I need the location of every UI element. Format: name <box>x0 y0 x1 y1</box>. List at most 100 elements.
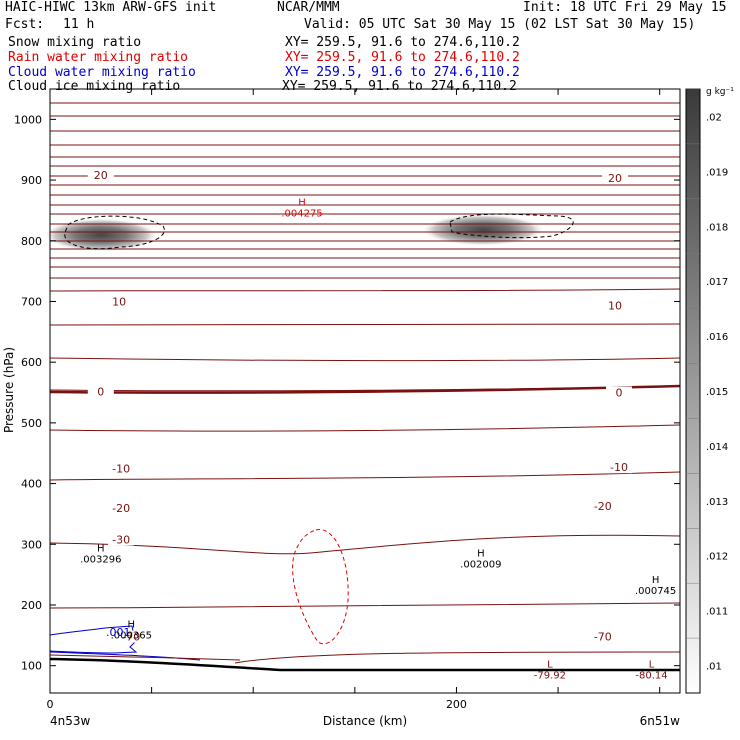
extremum-value: -79.92 <box>534 671 566 682</box>
terrain-line <box>49 657 680 672</box>
extremum-type: H <box>97 544 105 555</box>
colorbar-label: .02 <box>706 112 722 123</box>
colorbar-label: .013 <box>706 497 728 508</box>
y-tick-label: 900 <box>21 174 42 187</box>
extremum-value: .004275 <box>281 209 322 220</box>
extremum-value: .003296 <box>80 555 121 566</box>
extremum-type: L <box>547 660 553 671</box>
temperature-contour-label: -10 <box>112 462 130 475</box>
label-background <box>601 299 628 312</box>
extremum-value: -80.14 <box>635 671 667 682</box>
isotherm-line <box>49 323 681 326</box>
isotherm-line <box>49 534 681 555</box>
label-background <box>601 172 628 185</box>
temperature-contour-label: -30 <box>112 533 130 546</box>
colorbar-label: .012 <box>706 552 728 563</box>
y-tick-label: 300 <box>21 538 42 551</box>
label-background <box>606 386 633 399</box>
y-tick-label: 500 <box>21 417 42 430</box>
label-background <box>87 169 114 182</box>
temperature-contour-label: 20 <box>94 169 108 182</box>
colorbar-bar <box>685 88 701 694</box>
label-background <box>108 501 135 514</box>
isotherm-line-surface <box>49 654 241 661</box>
temperature-contour-label: 10 <box>112 295 126 308</box>
title-center: NCAR/MMM <box>277 0 340 15</box>
temperature-contour-label: 20 <box>608 172 622 185</box>
temperature-contour-label: -20 <box>112 502 130 515</box>
label-background <box>87 385 114 398</box>
extremum-value: .000745 <box>635 586 676 597</box>
fcst-value: 11 h <box>63 17 95 32</box>
x-tick-label: 200 <box>446 698 467 711</box>
temperature-contour-label: 10 <box>608 300 622 313</box>
label-background <box>106 295 133 308</box>
field-name-cloud-ice: Cloud ice mixing ratio <box>8 79 181 94</box>
ice-shade-blob-left <box>43 218 159 252</box>
colorbar-label: .016 <box>706 332 728 343</box>
x-axis: 0 200 <box>47 89 661 711</box>
snow-contour-left <box>64 215 165 250</box>
extremum-type: H <box>477 548 485 559</box>
temperature-labels: -70 -70 -30 -20 -20 -10 -10 0 0 10 10 20 20 <box>87 169 633 644</box>
isotherm-line <box>49 602 681 609</box>
temperature-contour-label: 0 <box>616 387 623 400</box>
y-tick-label: 400 <box>21 478 42 491</box>
label-background <box>606 461 633 474</box>
y-axis-title: Pressure (hPa) <box>2 347 16 433</box>
colorbar-label: .017 <box>706 277 728 288</box>
temperature-contour-label: -20 <box>594 500 612 513</box>
rain-water-contour <box>292 529 349 645</box>
x-left-label: 4n53w <box>50 714 91 728</box>
y-tick-label: 600 <box>21 356 42 369</box>
temperature-contour-label: -70 <box>122 631 140 644</box>
isotherm-line <box>234 651 681 664</box>
colorbar-label: .014 <box>706 442 728 453</box>
isotherm-line <box>49 471 681 481</box>
colorbar-label: .015 <box>706 387 728 398</box>
plot-frame <box>49 88 681 694</box>
title-left: HAIC-HIWC 13km ARW-GFS init <box>5 0 217 15</box>
extrema-labels: L-79.92L-80.14H.000365H.000745H.003296H.… <box>80 198 676 682</box>
field-xy-cloud-water: XY= 259.5, 91.6 to 274.6,110.2 <box>285 65 520 80</box>
label-background <box>108 533 135 546</box>
label-background <box>118 630 145 643</box>
colorbar-label: .011 <box>706 607 728 618</box>
extremum-type: H <box>652 575 660 586</box>
field-xy-snow: XY= 259.5, 91.6 to 274.6,110.2 <box>285 35 520 50</box>
extremum-type: H <box>128 619 136 630</box>
y-tick-label: 800 <box>21 235 42 248</box>
init-time: Init: 18 UTC Fri 29 May 15 <box>523 0 727 15</box>
field-name-rain: Rain water mixing ratio <box>8 50 189 65</box>
colorbar-label: .01 <box>706 662 722 673</box>
field-name-cloud-water: Cloud water mixing ratio <box>8 65 196 80</box>
colorbar-unit: g kg⁻¹ <box>706 87 734 97</box>
freezing-level-line <box>49 384 681 394</box>
temperature-contour-label: -70 <box>594 631 612 644</box>
isotherm-line <box>49 288 681 292</box>
colorbar-label: .018 <box>706 222 728 233</box>
extremum-value: .000365 <box>111 630 152 641</box>
mixing-ratio-contours <box>64 213 574 645</box>
temperature-contour-label: 0 <box>97 385 104 398</box>
temperature-contour-label: -10 <box>610 461 628 474</box>
x-tick-label: 0 <box>47 698 54 711</box>
colorbar: .02 .019 .018 .017 .016 .015 .014 .013 .012 .011.… <box>685 88 728 694</box>
fcst-label: Fcst: <box>5 17 45 32</box>
label-background <box>589 500 616 513</box>
field-xy-cloud-ice: XY= 259.5, 91.6 to 274.6,110.2 <box>282 79 517 94</box>
field-name-snow: Snow mixing ratio <box>8 35 142 50</box>
y-tick-label: 200 <box>21 599 42 612</box>
cloud-water-contour <box>49 625 138 654</box>
y-tick-label: 100 <box>21 660 42 673</box>
extremum-value: .002009 <box>460 559 501 570</box>
label-background <box>108 462 135 475</box>
cloud-ice-shading <box>43 214 545 252</box>
field-xy-rain: XY= 259.5, 91.6 to 274.6,110.2 <box>285 50 520 65</box>
temperature-contours <box>49 102 681 664</box>
label-background <box>589 630 616 643</box>
extremum-type: L <box>649 660 655 671</box>
valid-time: Valid: 05 UTC Sat 30 May 15 (02 LST Sat … <box>304 17 696 32</box>
